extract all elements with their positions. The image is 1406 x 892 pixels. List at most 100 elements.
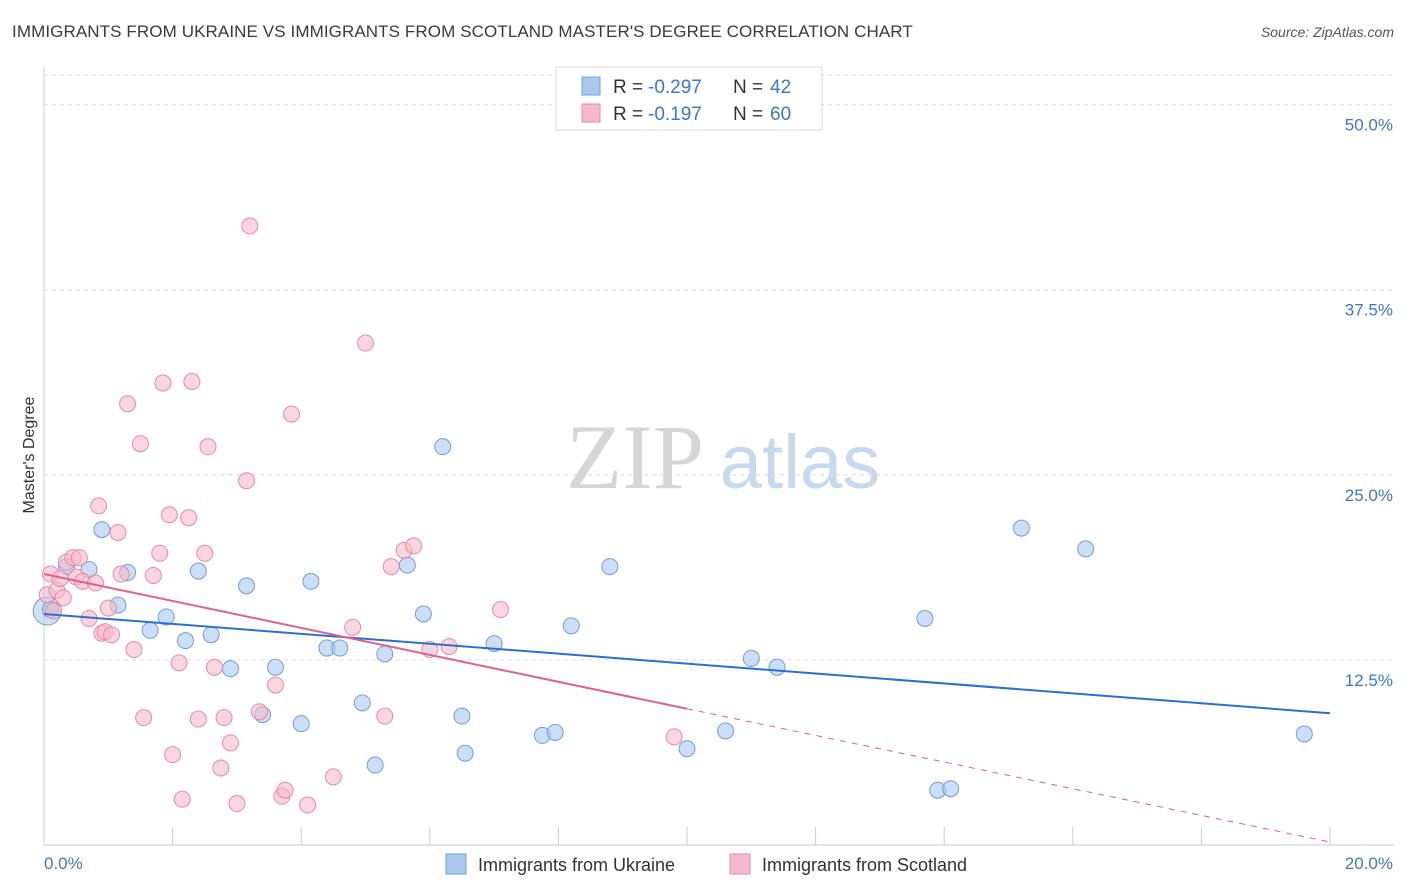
ukraine-point — [93, 521, 111, 539]
scotland-point — [382, 558, 400, 576]
ukraine-point — [601, 558, 619, 576]
legend-bottom-swatch — [729, 853, 751, 875]
scotland-point — [241, 217, 259, 235]
scotland-point — [215, 709, 233, 727]
legend-n-value: 42 — [770, 77, 791, 98]
scotland-point — [109, 524, 127, 542]
scotland-point — [283, 405, 301, 423]
scotland-point — [324, 768, 342, 786]
ukraine-point — [398, 556, 416, 574]
ukraine-point — [562, 617, 580, 635]
scotland-point — [103, 626, 121, 644]
source-label: Source: ZipAtlas.com — [1260, 24, 1394, 40]
axis-layer: 12.5% 25.0% 37.5% 50.0% 0.0% 20.0% — [43, 67, 1394, 873]
scotland-point — [205, 658, 223, 676]
scotland-point — [112, 565, 130, 583]
scotland-point — [144, 567, 162, 584]
y-tick-label: 12.5% — [1345, 671, 1393, 690]
ukraine-point — [916, 609, 934, 627]
ukraine-point — [1295, 725, 1313, 743]
ukraine-point — [176, 632, 194, 650]
legend-swatch — [581, 76, 601, 96]
scotland-point — [344, 618, 362, 636]
scotland-point — [189, 710, 207, 728]
legend-bottom-label: Immigrants from Scotland — [762, 855, 967, 875]
ukraine-point — [302, 572, 320, 590]
watermark-zip: ZIP — [566, 406, 704, 508]
scotland-point — [221, 734, 239, 752]
legend-bottom: Immigrants from Ukraine Immigrants from S… — [445, 853, 967, 875]
legend-r-value: -0.197 — [648, 104, 702, 125]
ukraine-point — [238, 577, 256, 595]
y-tick-label: 25.0% — [1345, 486, 1393, 505]
scotland-point — [228, 795, 246, 813]
scotland-point — [183, 373, 201, 391]
scotland-point — [125, 641, 143, 659]
scotland-point — [135, 709, 153, 727]
scotland-point — [405, 537, 423, 555]
y-tick-label: 37.5% — [1345, 301, 1393, 320]
scotland-point — [173, 790, 191, 808]
chart-title: IMMIGRANTS FROM UKRAINE VS IMMIGRANTS FR… — [12, 22, 913, 41]
scotland-point — [266, 676, 284, 694]
scotland-point — [238, 472, 256, 490]
ukraine-point — [1012, 519, 1030, 537]
scotland-trendline-extension — [686, 708, 1331, 843]
legend-bottom-swatch — [445, 853, 467, 875]
legend-r-value: -0.297 — [648, 77, 702, 98]
ukraine-point — [414, 605, 432, 623]
legend-swatch — [581, 103, 601, 123]
ukraine-point — [678, 740, 696, 758]
scotland-point — [160, 506, 178, 524]
scotland-point — [250, 703, 268, 721]
ukraine-point — [292, 715, 310, 733]
ukraine-point — [331, 639, 349, 657]
x-tick-label: 20.0% — [1345, 854, 1393, 873]
scotland-point — [119, 395, 137, 413]
scotland-point — [154, 374, 172, 392]
scotland-point — [90, 497, 108, 515]
scotland-point — [199, 438, 217, 456]
scotland-point — [45, 602, 63, 620]
ukraine-point — [157, 608, 175, 626]
ukraine-point — [189, 562, 207, 580]
ukraine-point — [717, 722, 735, 740]
ukraine-point — [456, 744, 474, 762]
x-tick-label: 0.0% — [44, 854, 83, 873]
scotland-point — [276, 781, 294, 799]
scotland-point — [212, 759, 230, 777]
ukraine-point — [1077, 540, 1095, 558]
legend-n-value: 60 — [770, 104, 791, 125]
ukraine-point — [942, 780, 960, 798]
scotland-point — [492, 601, 510, 619]
ukraine-point — [202, 626, 220, 644]
ukraine-point — [266, 658, 284, 676]
ukraine-trendline — [43, 613, 1331, 715]
scotland-point — [54, 589, 72, 607]
ukraine-point — [546, 723, 564, 741]
legend-r-label: R = — [613, 77, 643, 98]
ukraine-point — [453, 707, 471, 725]
scotland-point — [164, 746, 182, 764]
legend-r-label: R = — [613, 104, 643, 125]
scotland-point — [180, 509, 198, 527]
watermark: ZIP atlas — [566, 406, 880, 508]
ukraine-point — [366, 756, 384, 774]
trend-layer — [43, 573, 1331, 843]
scotland-point — [70, 549, 88, 567]
ukraine-point — [141, 621, 159, 639]
points-layer — [32, 217, 1313, 814]
scotland-point — [376, 707, 394, 725]
scotland-trendline — [43, 573, 688, 710]
y-tick-label: 50.0% — [1345, 116, 1393, 135]
scotland-point — [299, 796, 317, 814]
scotland-point — [151, 544, 169, 562]
scotland-point — [131, 435, 149, 453]
ukraine-point — [768, 658, 786, 676]
ukraine-point — [221, 660, 239, 678]
scotland-point — [99, 599, 117, 617]
grid-layer — [44, 74, 1394, 661]
scotland-point — [196, 544, 214, 562]
ukraine-point — [376, 645, 394, 663]
